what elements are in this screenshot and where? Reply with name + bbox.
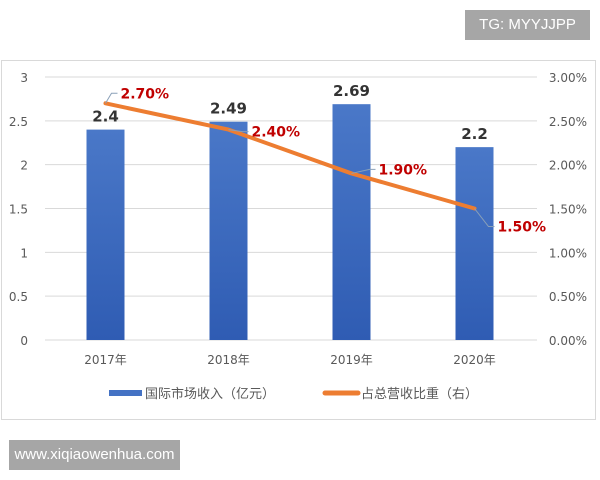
x-axis-ticks: 2017年 2018年 2019年 2020年	[84, 353, 496, 367]
x-axis-tick-label: 2017年	[84, 353, 127, 367]
bar-data-label: 2.4	[92, 108, 119, 126]
line-data-labels: 2.70% 2.40% 1.90% 1.50%	[105, 86, 547, 236]
bar-data-label: 2.2	[461, 125, 488, 143]
left-axis-tick-label: 0.5	[9, 290, 28, 304]
leader-line	[474, 208, 495, 227]
legend-line-label[interactable]: 占总营收比重（右）	[361, 386, 478, 402]
right-axis-tick-label: 1.50%	[549, 203, 587, 217]
right-axis-tick-label: 3.00%	[549, 71, 587, 85]
bar-data-label: 2.69	[333, 82, 370, 100]
right-axis-tick-label: 1.00%	[549, 246, 587, 260]
gridlines	[45, 76, 537, 341]
bar	[209, 121, 248, 341]
watermark-bottom: www.xiqiaowenhua.com	[9, 440, 180, 470]
x-axis-tick-label: 2018年	[207, 353, 250, 367]
bar-series	[86, 104, 494, 341]
bar-data-labels: 2.4 2.49 2.69 2.2	[92, 82, 488, 143]
line-series	[103, 101, 477, 211]
line-data-label: 2.40%	[252, 125, 301, 141]
legend-bar-label[interactable]: 国际市场收入（亿元）	[145, 386, 275, 402]
legend-bar-swatch	[109, 390, 142, 396]
bar	[455, 147, 494, 340]
x-axis-tick-label: 2020年	[453, 353, 496, 367]
right-axis-tick-label: 2.00%	[549, 159, 587, 173]
bar-data-label: 2.49	[210, 100, 247, 118]
line-data-label: 2.70%	[121, 86, 170, 102]
right-axis-ticks: 0.00% 0.50% 1.00% 1.50% 2.00% 2.50% 3.00%	[549, 71, 587, 348]
bar	[86, 129, 125, 340]
watermark-top: TG: MYYJJPP	[465, 10, 590, 40]
legend: 国际市场收入（亿元） 占总营收比重（右）	[109, 386, 478, 402]
right-axis-tick-label: 0.00%	[549, 334, 587, 348]
right-axis-tick-label: 2.50%	[549, 115, 587, 129]
leader-line	[351, 168, 376, 174]
left-axis-ticks: 0 0.5 1 1.5 2 2.5 3	[9, 71, 28, 348]
left-axis-tick-label: 1	[20, 246, 28, 260]
bar	[332, 104, 371, 340]
left-axis-tick-label: 2	[20, 159, 28, 173]
leader-line	[105, 92, 118, 104]
x-axis-tick-label: 2019年	[330, 353, 373, 367]
left-axis-tick-label: 2.5	[9, 115, 28, 129]
line-data-label: 1.50%	[498, 220, 547, 236]
left-axis-tick-label: 1.5	[9, 203, 28, 217]
left-axis-tick-label: 0	[20, 334, 28, 348]
line-path	[103, 101, 477, 211]
left-axis-tick-label: 3	[20, 71, 28, 85]
right-axis-tick-label: 0.50%	[549, 290, 587, 304]
line-data-label: 1.90%	[379, 162, 428, 178]
leader-line	[228, 129, 249, 133]
